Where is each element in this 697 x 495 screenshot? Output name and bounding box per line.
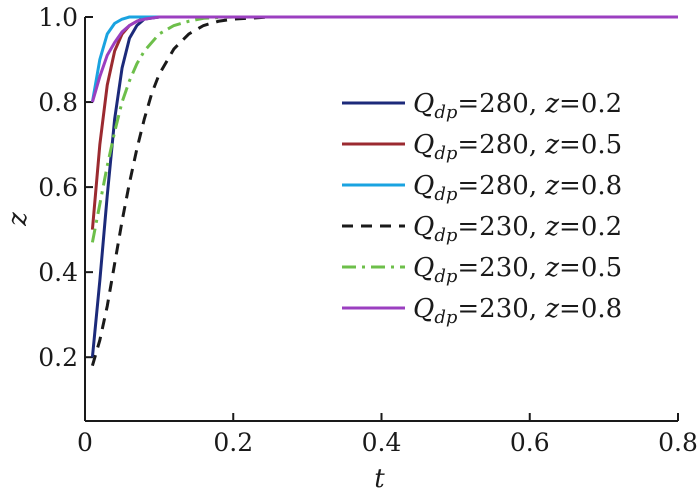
legend-equals: = (457, 171, 479, 201)
legend-separator: , (529, 212, 546, 242)
legend-z-value: 0.8 (581, 294, 622, 324)
legend-equals: = (559, 294, 581, 324)
legend-equals: = (457, 253, 479, 283)
legend-z-value: 0.2 (581, 89, 622, 119)
legend-equals: = (559, 89, 581, 119)
legend-q-value: 280 (479, 89, 529, 119)
legend-separator: , (529, 253, 546, 283)
legend-z-value: 0.2 (581, 212, 622, 242)
legend-q-symbol: Q (413, 253, 434, 283)
legend-label-1: Qdp=280, z=0.2 (413, 89, 622, 123)
legend-q-symbol: Q (413, 294, 434, 324)
legend-separator: , (529, 171, 546, 201)
x-tick-label: 0 (77, 428, 93, 457)
legend-z-symbol: z (544, 89, 559, 119)
x-tick-label: 0.6 (510, 428, 550, 457)
y-axis-label: z (3, 212, 33, 227)
series-line-6 (90, 15, 678, 103)
legend-q-value: 280 (479, 171, 529, 201)
legend-dp-subscript: dp (434, 102, 458, 123)
legend-dp-subscript: dp (434, 143, 458, 164)
x-tick-label: 0.2 (213, 428, 253, 457)
legend-label-6: Qdp=230, z=0.8 (413, 294, 622, 328)
legend-q-symbol: Q (413, 130, 434, 160)
legend-label-2: Qdp=280, z=0.5 (413, 130, 622, 164)
legend-equals: = (457, 130, 479, 160)
legend-separator: , (529, 130, 546, 160)
legend-separator: , (529, 89, 546, 119)
legend-equals: = (559, 253, 581, 283)
x-tick-label: 0.4 (362, 428, 402, 457)
legend-dp-subscript: dp (434, 184, 458, 205)
legend-q-symbol: Q (413, 171, 434, 201)
legend-q-value: 230 (479, 294, 529, 324)
legend-equals: = (457, 212, 479, 242)
x-tick-label: 0.8 (658, 428, 697, 457)
legend-q-symbol: Q (413, 89, 434, 119)
axes: 0 0.2 0.4 0.6 0.8 0.2 0.4 0.6 0.8 1.0 t z (3, 3, 697, 494)
legend-label-5: Qdp=230, z=0.5 (413, 253, 622, 287)
legend-q-value: 230 (479, 212, 529, 242)
y-tick-label: 0.4 (38, 258, 78, 287)
legend-z-symbol: z (544, 130, 559, 160)
legend-z-value: 0.8 (581, 171, 622, 201)
legend-equals: = (559, 212, 581, 242)
legend-z-symbol: z (544, 171, 559, 201)
legend-equals: = (457, 89, 479, 119)
legend-q-symbol: Q (413, 212, 434, 242)
y-tick-label: 0.6 (38, 173, 78, 202)
x-axis-label: t (374, 464, 385, 494)
y-tick-label: 0.8 (38, 88, 78, 117)
legend-q-value: 230 (479, 253, 529, 283)
legend-z-value: 0.5 (581, 253, 622, 283)
legend-dp-subscript: dp (434, 266, 458, 287)
legend-z-symbol: z (544, 253, 559, 283)
legend-equals: = (559, 130, 581, 160)
legend-equals: = (559, 171, 581, 201)
legend-q-value: 280 (479, 130, 529, 160)
legend-dp-subscript: dp (434, 225, 458, 246)
legend-z-symbol: z (544, 212, 559, 242)
legend-z-symbol: z (544, 294, 559, 324)
legend-label-3: Qdp=280, z=0.8 (413, 171, 622, 205)
legend-z-value: 0.5 (581, 130, 622, 160)
legend-dp-subscript: dp (434, 307, 458, 328)
legend-label-4: Qdp=230, z=0.2 (413, 212, 622, 246)
legend-separator: , (529, 294, 546, 324)
y-tick-label: 1.0 (38, 3, 78, 32)
legend-equals: = (457, 294, 479, 324)
plot-area (90, 15, 678, 367)
y-tick-label: 0.2 (38, 343, 78, 372)
